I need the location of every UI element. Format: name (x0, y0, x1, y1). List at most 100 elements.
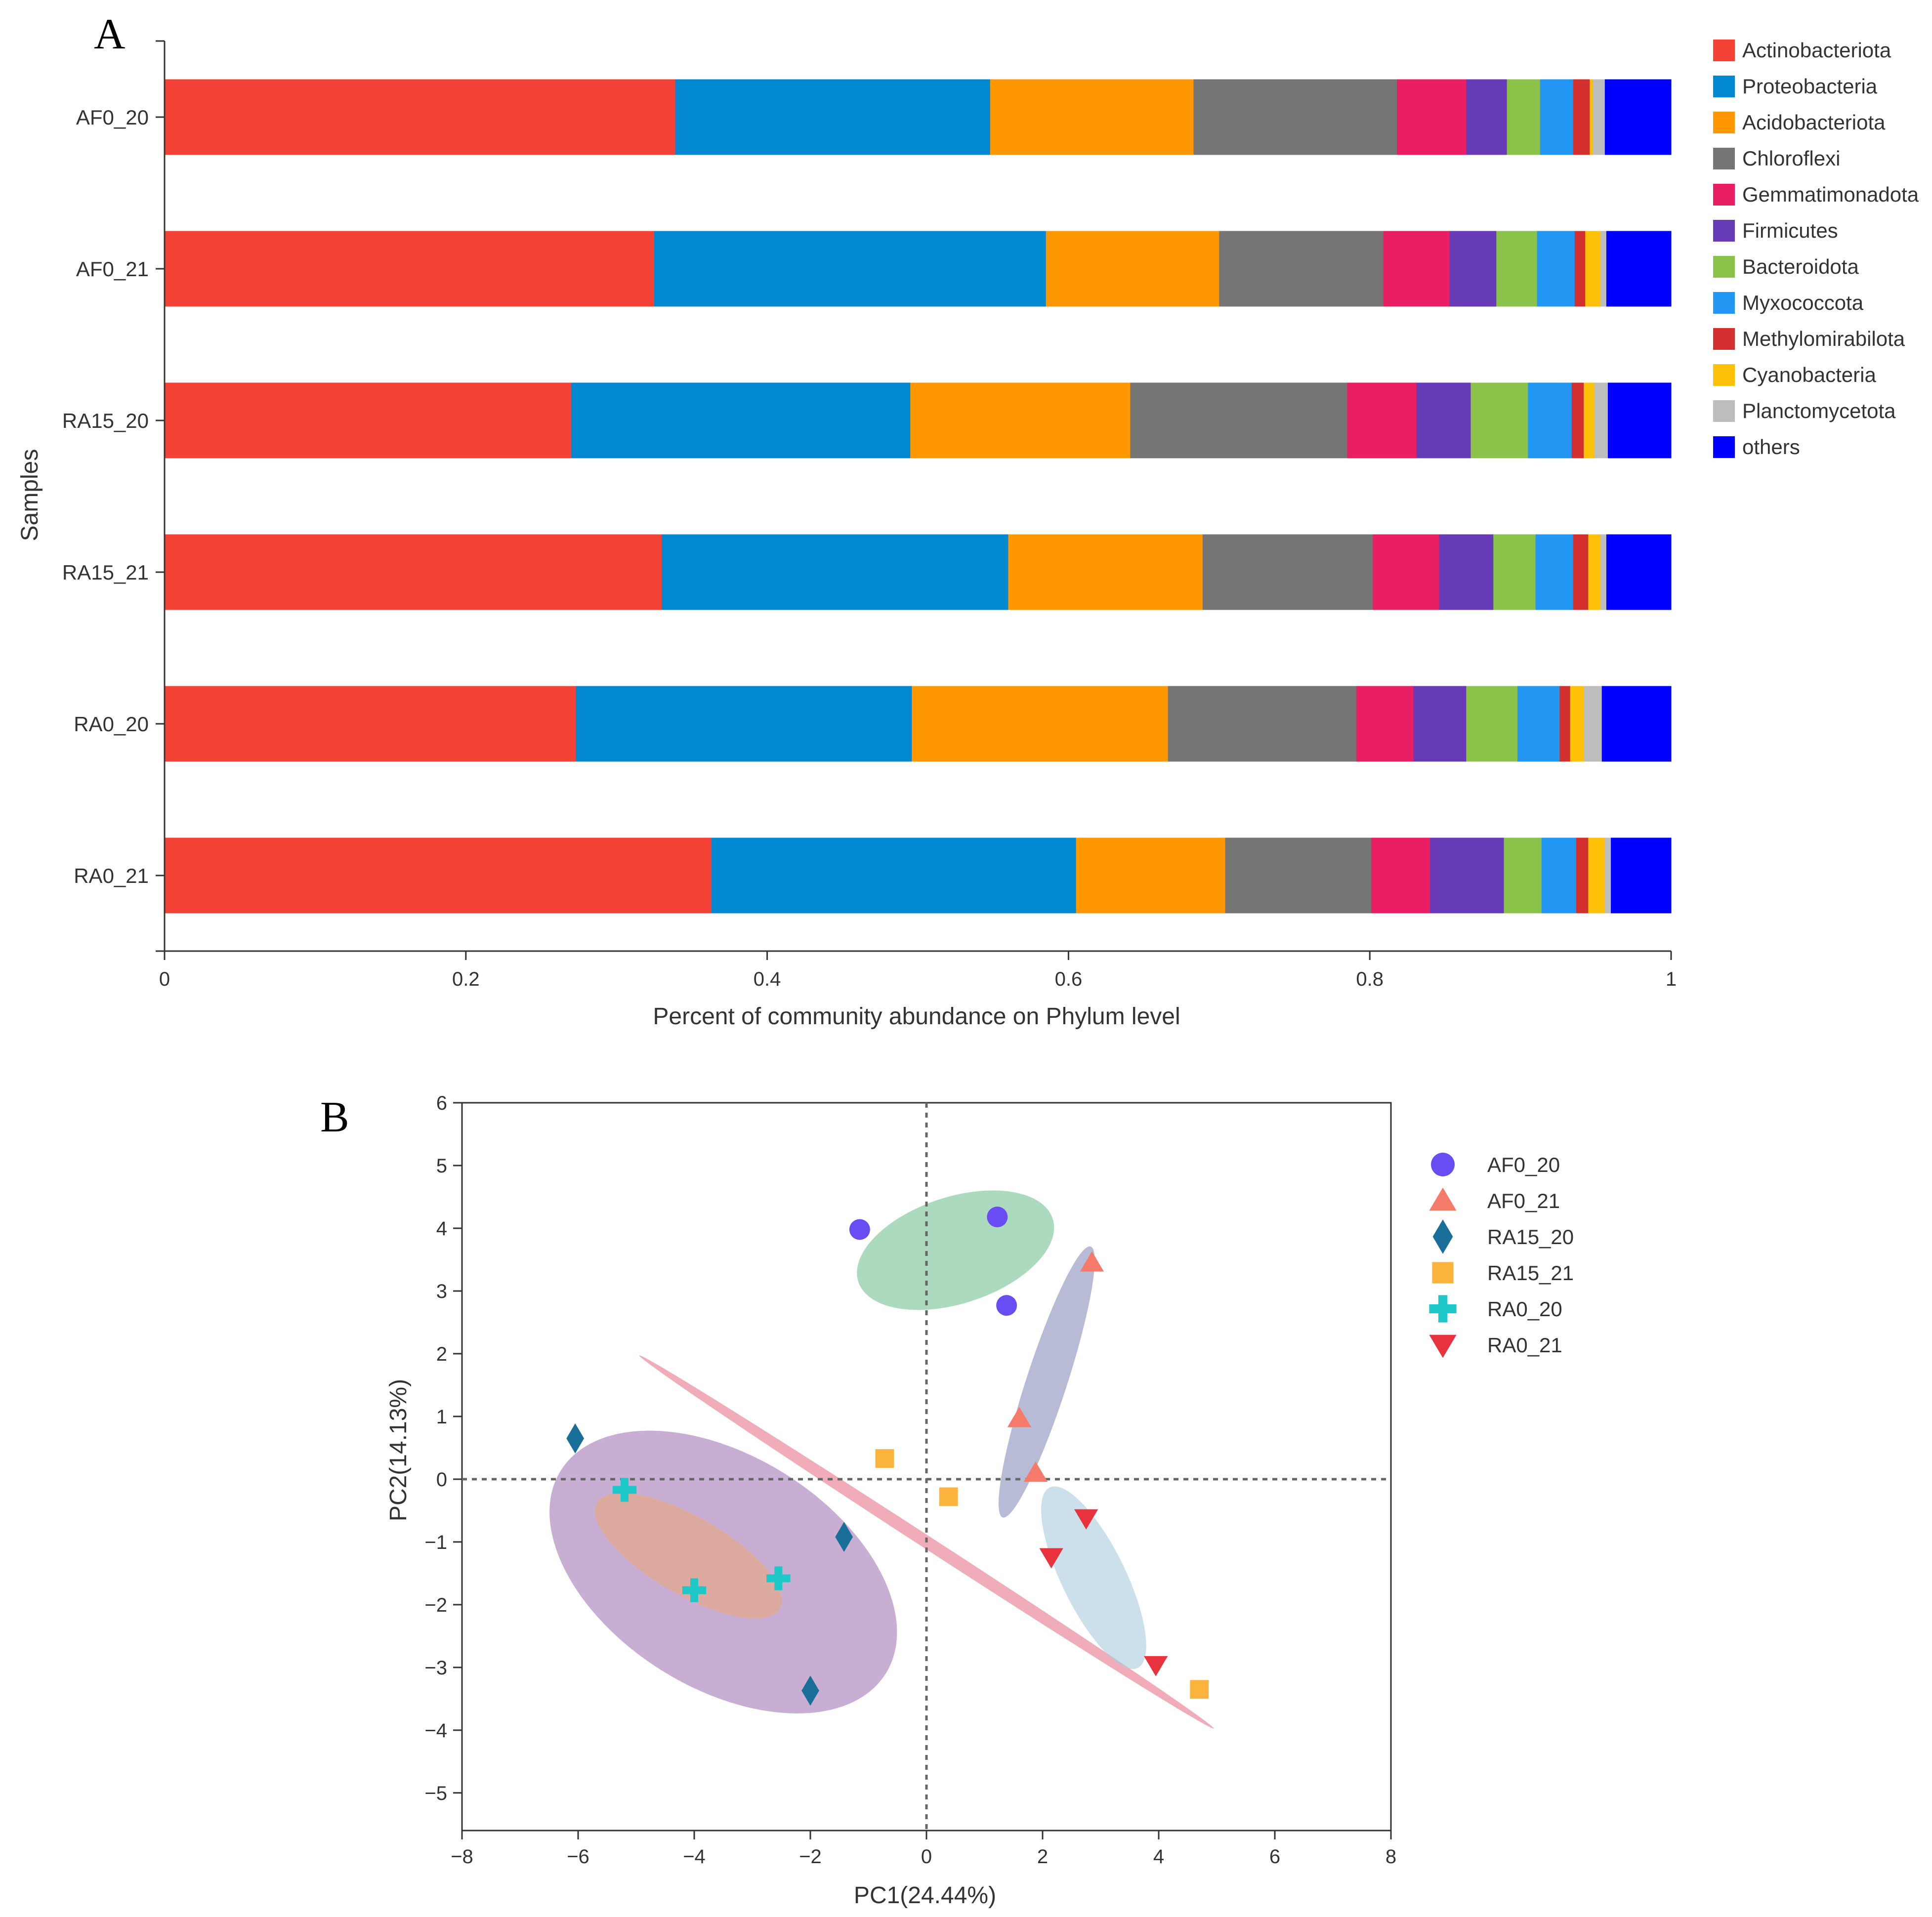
point-ra15_21 (875, 1449, 894, 1468)
bar-segment-others-ra15_21 (1606, 534, 1672, 610)
panel-b-axes: −8 −6 −4 −2 0 2 4 6 8 −5 −4 −3 −2 −1 0 1 2 3 4 5 6 (424, 1092, 1396, 1868)
legend-label: Actinobacteriota (1742, 39, 1891, 62)
point-af0_20 (987, 1207, 1008, 1228)
bar-segment-cyanobacteria-af0_20 (1590, 79, 1593, 155)
point-ra0_20 (612, 1478, 637, 1502)
y-tick-label: 2 (436, 1343, 447, 1365)
bar-segment-bacteroidota-ra0_20 (1466, 686, 1518, 762)
panel-a-legend: Actinobacteriota Proteobacteria Acidobacte… (1713, 39, 1919, 458)
bar-segment-methylomirabilota-ra0_21 (1576, 837, 1589, 914)
y-tick-label: 0 (436, 1469, 447, 1491)
bar-segment-methylomirabilota-af0_21 (1574, 231, 1586, 307)
legend-label: Myxococcota (1742, 291, 1864, 314)
bar-segment-proteobacteria-af0_21 (654, 231, 1047, 307)
legend-swatch (1713, 184, 1735, 206)
x-tick-label: 0.6 (1055, 968, 1083, 990)
x-tick-label: 0.2 (452, 968, 480, 990)
panel-a-y-axis-label: Samples (17, 449, 43, 542)
y-tick-label: 3 (436, 1281, 447, 1302)
legend-swatch (1713, 364, 1735, 386)
panel-a-letter: A (94, 10, 126, 58)
legend-swatch (1713, 436, 1735, 458)
bar-segment-firmicutes-af0_21 (1449, 231, 1497, 307)
y-tick-label: −4 (424, 1720, 447, 1742)
legend-label: AF0_20 (1487, 1153, 1560, 1176)
bar-segment-others-ra0_20 (1601, 686, 1672, 762)
legend-label: RA0_20 (1487, 1297, 1562, 1321)
bar-segment-acidobacteriota-ra15_20 (910, 382, 1131, 458)
bar-segment-myxococcota-af0_20 (1540, 79, 1574, 155)
panel-b-legend: AF0_20 AF0_21 RA15_20 RA15_21 RA0_20 RA0_21 (1429, 1153, 1574, 1358)
bar-segment-firmicutes-ra15_20 (1416, 382, 1471, 458)
bar-segment-methylomirabilota-ra15_21 (1573, 534, 1589, 610)
bar-segment-cyanobacteria-ra0_21 (1588, 837, 1605, 914)
bar-segment-acidobacteriota-ra0_20 (912, 686, 1169, 762)
bar-segment-methylomirabilota-ra0_20 (1559, 686, 1571, 762)
legend-label: Methylomirabilota (1742, 327, 1905, 350)
legend-label: others (1742, 435, 1800, 458)
legend-label: Cyanobacteria (1742, 363, 1876, 386)
legend-label: Firmicutes (1742, 219, 1838, 242)
legend-label: RA0_21 (1487, 1334, 1562, 1357)
panel-a-axes: AF0_20 AF0_21 RA15_20 RA15_21 RA0_20 RA0_21 0 0… (62, 40, 1677, 990)
point-ra15_21 (939, 1487, 958, 1506)
point-ra15_21 (1190, 1680, 1209, 1699)
legend-swatch (1713, 112, 1735, 133)
x-tick-label: 4 (1153, 1846, 1164, 1868)
panel-a-x-axis-label: Percent of community abundance on Phylum… (653, 1003, 1180, 1030)
x-tick-label: 0 (159, 968, 170, 990)
y-tick-label: 5 (436, 1155, 447, 1177)
y-tick-label: −1 (424, 1532, 447, 1553)
legend-swatch (1713, 256, 1735, 278)
bar-segment-gemmatimonadota-ra15_20 (1347, 382, 1417, 458)
x-tick-label: −2 (799, 1846, 822, 1868)
bar-segment-bacteroidota-ra0_21 (1504, 837, 1542, 914)
bar-segment-myxococcota-ra0_20 (1517, 686, 1560, 762)
bar-segment-gemmatimonadota-af0_20 (1397, 79, 1467, 155)
bar-segment-actinobacteriota-af0_20 (165, 79, 676, 155)
bar-segment-proteobacteria-af0_20 (675, 79, 991, 155)
bar-segment-myxococcota-af0_21 (1537, 231, 1575, 307)
legend-label: Gemmatimonadota (1742, 183, 1919, 206)
bar-segment-bacteroidota-ra15_21 (1493, 534, 1536, 610)
legend-marker-ra0_21 (1429, 1334, 1457, 1358)
legend-swatch (1713, 76, 1735, 97)
legend-label: RA15_20 (1487, 1225, 1574, 1249)
y-tick-label: 1 (436, 1406, 447, 1428)
scatter-points (566, 1207, 1209, 1706)
legend-label: RA15_21 (1487, 1261, 1574, 1285)
y-tick-label: −3 (424, 1657, 447, 1679)
bar-segment-proteobacteria-ra0_21 (711, 837, 1077, 914)
x-tick-label: 0.8 (1356, 968, 1384, 990)
x-tick-label: −6 (567, 1846, 589, 1868)
bar-segment-gemmatimonadota-ra15_21 (1373, 534, 1439, 610)
point-ra15_20 (835, 1522, 853, 1552)
x-tick-label: 2 (1037, 1846, 1048, 1868)
bar-segment-firmicutes-af0_20 (1466, 79, 1508, 155)
bar-segment-bacteroidota-af0_20 (1507, 79, 1541, 155)
bar-segment-gemmatimonadota-ra0_20 (1356, 686, 1414, 762)
point-ra0_20 (682, 1578, 707, 1602)
ellipse-af0_21 (998, 1246, 1095, 1518)
bar-segment-proteobacteria-ra15_21 (662, 534, 1008, 610)
bar-segment-myxococcota-ra15_20 (1528, 382, 1572, 458)
panel-a-bar-chart: A AF0_20 AF0_21 RA15_20 RA15_21 RA0_20 RA0_21… (17, 10, 1919, 1030)
point-ra0_20 (766, 1566, 791, 1590)
bar-segment-chloroflexi-ra15_20 (1130, 382, 1347, 458)
x-tick-label: 0 (921, 1846, 932, 1868)
y-tick-label: RA15_20 (62, 409, 149, 432)
point-ra0_21 (1074, 1509, 1098, 1530)
bar-segment-cyanobacteria-af0_21 (1585, 231, 1601, 307)
point-af0_21 (1023, 1461, 1048, 1482)
y-tick-label: AF0_20 (76, 106, 149, 129)
bar-segment-planctomycetota-ra15_21 (1600, 534, 1607, 610)
bar-segment-bacteroidota-ra15_20 (1470, 382, 1528, 458)
y-tick-label: RA15_21 (62, 561, 149, 584)
bar-segment-planctomycetota-af0_21 (1600, 231, 1607, 307)
bar-segment-acidobacteriota-ra15_21 (1008, 534, 1203, 610)
bar-segment-cyanobacteria-ra15_21 (1588, 534, 1601, 610)
bar-segment-planctomycetota-ra15_20 (1594, 382, 1608, 458)
bar-segment-others-ra15_20 (1607, 382, 1672, 458)
point-af0_20 (849, 1219, 870, 1240)
bar-segment-others-af0_21 (1606, 231, 1672, 307)
